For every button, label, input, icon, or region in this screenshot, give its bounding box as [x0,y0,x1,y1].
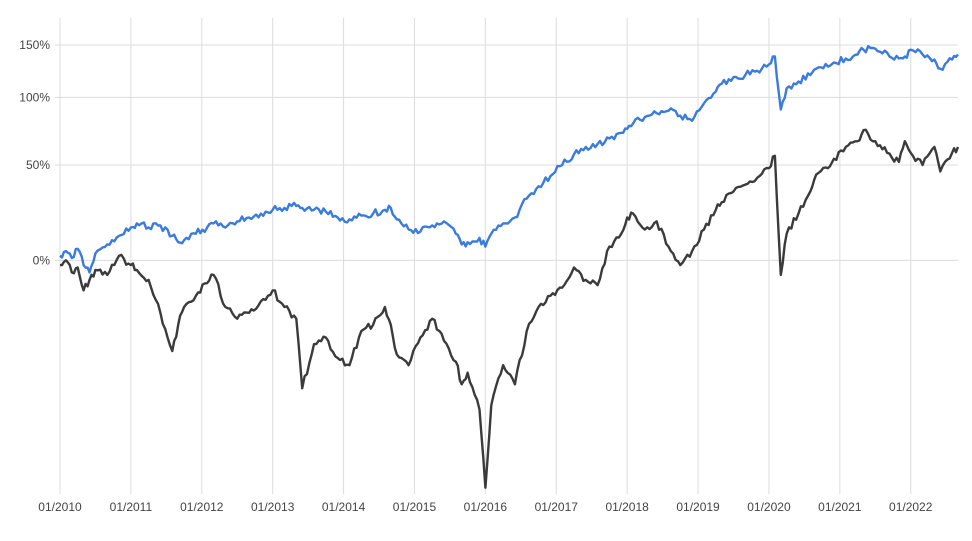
x-tick-label: 01/2014 [322,500,366,514]
y-axis-tick-labels: 0% 50% 100% 150% [19,38,50,267]
x-tick-label: 01/2017 [535,500,579,514]
x-tick-label: 01/2019 [676,500,720,514]
x-tick-label: 01/2020 [747,500,791,514]
x-tick-label: 01/2018 [605,500,649,514]
series-layer [59,45,960,489]
y-tick-label: 100% [19,90,50,104]
series-line [60,128,960,489]
y-tick-label: 150% [19,38,50,52]
x-tick-label: 01/2011 [110,500,153,514]
x-tick-label: 01/2022 [889,500,933,514]
x-axis-tick-labels: 01/2010 01/2011 01/2012 01/2013 01/2014 01/20… [38,500,932,514]
series-line [59,45,959,274]
x-tick-label: 01/2016 [464,500,508,514]
y-gridlines [55,44,958,261]
x-tick-label: 01/2015 [393,500,437,514]
x-tick-label: 01/2021 [818,500,862,514]
x-tick-label: 01/2013 [251,500,295,514]
y-tick-label: 0% [33,253,51,267]
y-tick-label: 50% [26,158,50,172]
x-tick-label: 01/2010 [38,500,82,514]
x-tick-label: 01/2012 [180,500,224,514]
